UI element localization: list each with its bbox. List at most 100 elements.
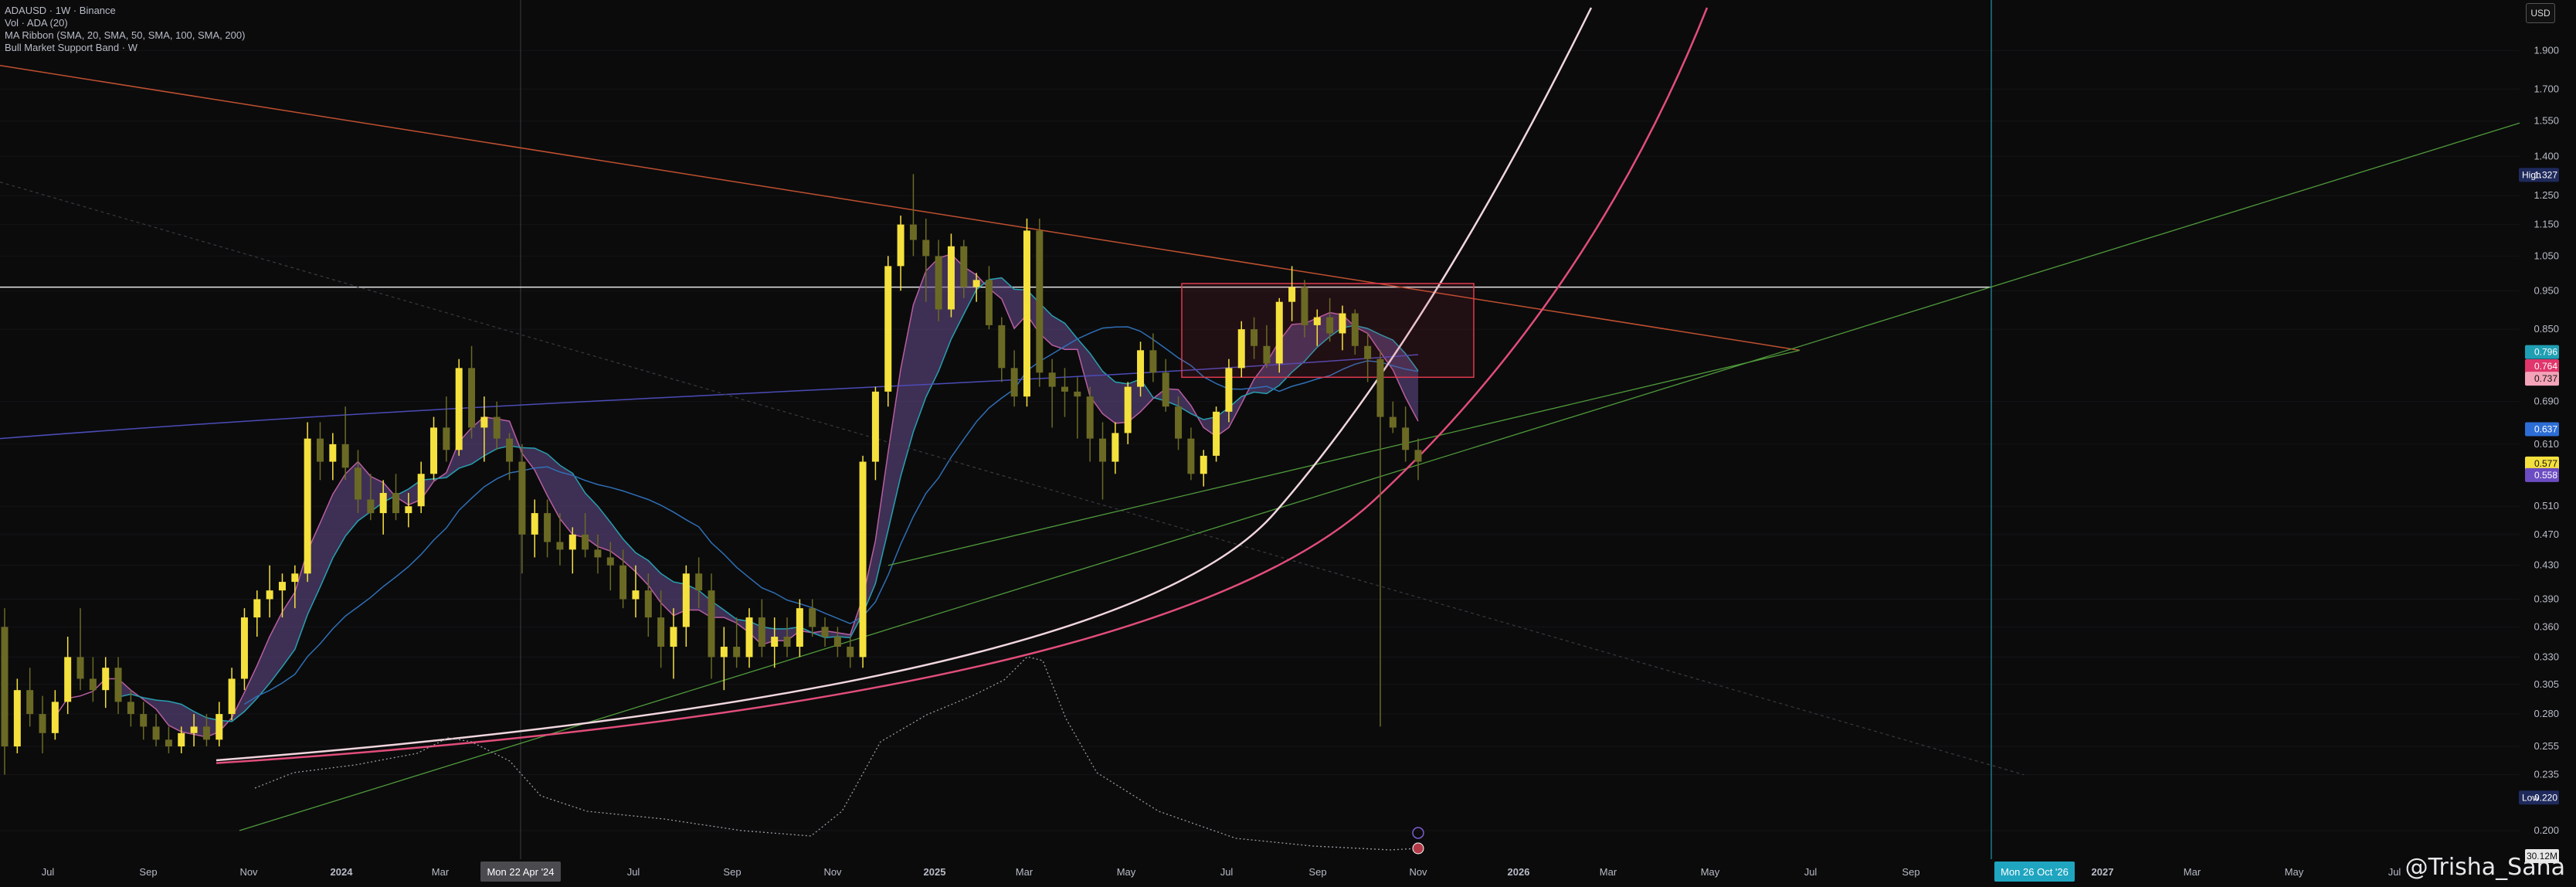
candle-body: [1364, 345, 1372, 359]
time-tick-label: Sep: [1902, 866, 1919, 878]
price-tick-label: 1.400: [2534, 150, 2559, 161]
candle-body: [152, 726, 160, 740]
time-tick-label: Mar: [2184, 866, 2201, 878]
candle-body: [190, 726, 198, 733]
price-label-prefix: Low: [2522, 792, 2539, 803]
ascending-trendline-main: [239, 121, 2527, 831]
candle-body: [1376, 359, 1384, 417]
candle-body: [13, 690, 21, 747]
time-tick-label: Mon 22 Apr '24: [487, 866, 554, 878]
candle-body: [1162, 372, 1169, 407]
candle-body: [1288, 287, 1296, 302]
candle-body: [367, 499, 375, 514]
chart-legend: ADAUSD · 1W · Binance Vol · ADA (20) MA …: [5, 5, 245, 54]
time-tick-label: Nov: [823, 866, 842, 878]
time-tick-label: 2024: [331, 866, 354, 878]
price-tick-label: 0.470: [2534, 528, 2559, 540]
time-tick-label: Sep: [723, 866, 741, 878]
author-watermark: @Trisha_Saha: [2405, 854, 2565, 881]
candle-body: [39, 714, 46, 733]
candle-body: [1389, 416, 1397, 428]
candle-body: [178, 732, 185, 747]
candle-body: [733, 647, 741, 658]
candle-body: [1275, 301, 1283, 364]
candle-body: [871, 391, 879, 462]
candle-body: [582, 534, 589, 550]
candle-body: [1175, 406, 1183, 439]
candle-body: [51, 702, 59, 733]
economic-event-icon: [1412, 842, 1424, 855]
candle-body: [64, 657, 72, 702]
price-axis-panel: [2520, 0, 2576, 887]
candle-body: [355, 467, 361, 500]
price-label-value: 0.764: [2534, 361, 2557, 372]
ma-ribbon-fill: [118, 253, 1419, 737]
time-tick-label: 2026: [1508, 866, 1530, 878]
candle-body: [758, 617, 765, 647]
candle-body: [809, 608, 816, 627]
candle-body: [405, 506, 412, 514]
candle-body: [833, 637, 841, 647]
candle-body: [1251, 329, 1258, 346]
time-tick-label: May: [2285, 866, 2304, 878]
candle-body: [240, 617, 248, 679]
parabolic-curve-white: [216, 7, 1593, 762]
time-tick-label: Nov: [239, 866, 258, 878]
time-tick-label: Nov: [1409, 866, 1427, 878]
price-tick-label: 0.235: [2534, 769, 2559, 780]
price-label-value: 1.327: [2534, 169, 2557, 180]
candle-body: [1023, 230, 1030, 397]
candle-body: [847, 647, 854, 658]
candle-body: [1112, 433, 1119, 462]
price-tick-label: 0.690: [2534, 396, 2559, 407]
price-label-value: 0.577: [2534, 458, 2557, 469]
candle-body: [670, 627, 677, 647]
ma-ribbon-label[interactable]: MA Ribbon (SMA, 20, SMA, 50, SMA, 100, S…: [5, 29, 246, 41]
candle-body: [1036, 230, 1044, 373]
time-axis[interactable]: Jul Sep Nov 2024 Mar Mon 22 Apr '24 Jul Sep Nov 2…: [42, 862, 2401, 882]
indicator-overlays: [0, 7, 2527, 855]
symbol-title[interactable]: ADAUSD · 1W · Binance: [5, 5, 116, 16]
candle-body: [544, 513, 552, 542]
time-tick-label: Jul: [1220, 866, 1234, 878]
candle-body: [821, 627, 829, 637]
candle-body: [341, 444, 349, 468]
price-label-badge: [2525, 849, 2559, 863]
candle-body: [202, 726, 210, 740]
candle-body: [316, 438, 324, 462]
currency-button[interactable]: USD: [2526, 3, 2555, 23]
price-tick-label: 0.280: [2534, 708, 2559, 719]
bull-band-label[interactable]: Bull Market Support Band · W: [5, 42, 137, 53]
candle-body: [1149, 350, 1157, 373]
candle-body: [1187, 438, 1195, 474]
candle-body: [1099, 438, 1107, 462]
candle-body: [480, 416, 488, 428]
candle-body: [76, 657, 84, 679]
price-tick-label: 1.900: [2534, 44, 2559, 56]
time-tick-label: May: [1701, 866, 1720, 878]
time-tick-label: Jul: [2388, 866, 2401, 878]
price-tick-label: 0.430: [2534, 559, 2559, 571]
candle-body: [1010, 368, 1018, 397]
candle-body: [695, 573, 703, 591]
price-axis[interactable]: 1.900 1.700 1.550 1.400 1.250 1.150 1.050 0.950…: [2520, 0, 2576, 887]
candle-body: [783, 637, 791, 647]
candle-body: [127, 702, 134, 715]
candle-body: [228, 678, 236, 715]
candle-body: [632, 590, 640, 600]
price-tick-label: 0.330: [2534, 651, 2559, 662]
candle-body: [1061, 386, 1068, 392]
time-tick-label: Mar: [1600, 866, 1617, 878]
candle-body: [1402, 427, 1410, 450]
event-icon: [1412, 827, 1424, 839]
price-tick-label: 0.360: [2534, 620, 2559, 632]
candle-body: [897, 224, 904, 267]
candle-body: [455, 368, 463, 450]
volume-indicator-label[interactable]: Vol · ADA (20): [5, 17, 68, 29]
price-tick-label: 0.390: [2534, 593, 2559, 605]
price-tick-label: 1.250: [2534, 189, 2559, 201]
time-tick-label: May: [1117, 866, 1136, 878]
price-label-value: 0.220: [2534, 792, 2557, 803]
price-label-badge: [2525, 422, 2559, 437]
